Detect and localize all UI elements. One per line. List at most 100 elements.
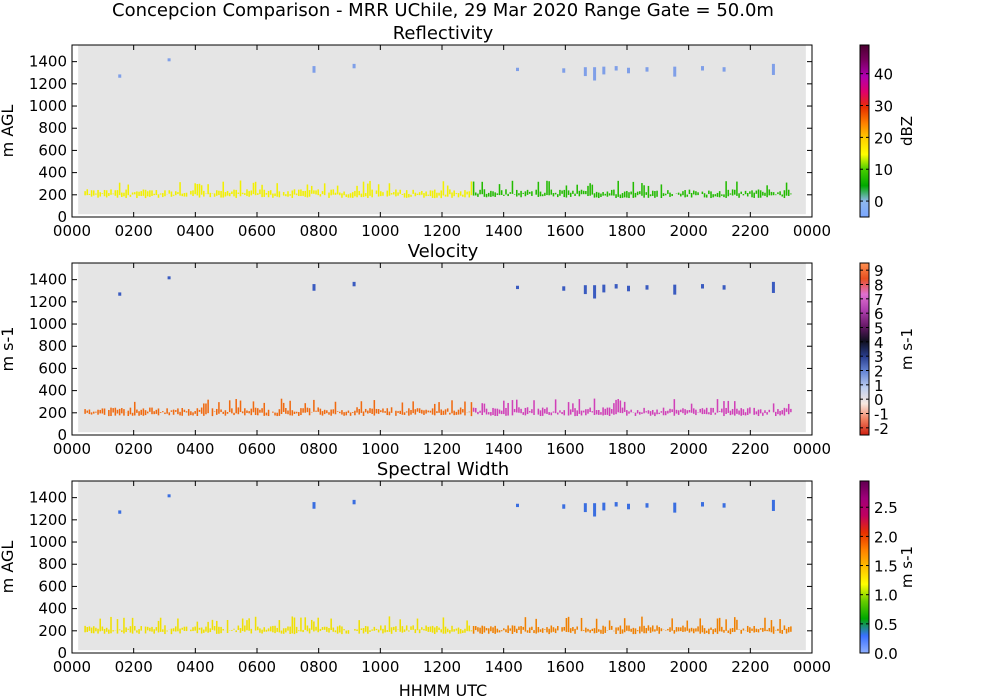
colorbar-tick-label: 1: [874, 377, 884, 395]
colorbar-tick-label: 0.5: [874, 616, 898, 634]
band-streak: [578, 190, 581, 197]
band-streak: [235, 189, 237, 198]
band-streak: [231, 408, 233, 414]
band-streak: [397, 411, 399, 413]
band-streak: [108, 629, 110, 634]
band-streak: [680, 627, 682, 632]
band-streak: [371, 408, 373, 414]
band-streak: [742, 409, 745, 416]
band-streak: [416, 193, 419, 195]
band-streak: [483, 189, 486, 197]
band-streak: [298, 412, 300, 416]
band-streak: [746, 193, 749, 197]
band-streak: [740, 191, 743, 194]
band-streak: [295, 193, 298, 196]
band-streak: [539, 629, 542, 632]
band-streak: [164, 190, 166, 197]
band-streak: [88, 193, 91, 195]
band-streak: [237, 625, 240, 630]
band-streak: [626, 190, 628, 198]
band-streak: [604, 193, 607, 196]
x-tick-label: 2200: [731, 658, 769, 676]
band-streak: [386, 408, 389, 416]
band-streak: [649, 411, 652, 416]
band-streak: [257, 626, 259, 631]
band-streak: [541, 628, 544, 633]
band-streak: [351, 412, 354, 414]
band-streak: [345, 630, 348, 634]
band-streak: [196, 408, 199, 417]
band-streak: [651, 409, 654, 415]
band-streak: [272, 193, 274, 198]
band-streak: [712, 194, 714, 198]
band-streak: [749, 627, 751, 634]
band-streak: [464, 628, 466, 633]
band-streak: [144, 626, 147, 634]
band-streak: [226, 412, 229, 414]
band-streak: [177, 192, 179, 195]
band-streak: [468, 411, 471, 413]
band-streak: [84, 625, 86, 633]
band-streak: [729, 193, 732, 195]
band-streak: [479, 410, 481, 413]
band-streak: [354, 190, 356, 197]
band-streak: [455, 193, 458, 195]
band-streak: [576, 410, 578, 416]
band-streak: [241, 411, 244, 414]
band-streak: [237, 192, 240, 194]
band-streak: [492, 191, 494, 197]
band-streak: [604, 408, 607, 415]
band-streak: [382, 628, 384, 634]
band-streak: [574, 408, 576, 417]
upper-echo: [562, 286, 566, 291]
band-streak: [546, 180, 548, 196]
band-streak: [453, 190, 455, 197]
band-streak: [533, 400, 535, 415]
band-streak: [550, 189, 553, 195]
panel-title: Reflectivity: [393, 23, 494, 44]
band-streak: [358, 620, 360, 634]
band-streak: [179, 411, 181, 416]
upper-echo: [673, 502, 677, 513]
band-streak: [168, 190, 171, 194]
y-tick-label: 800: [38, 555, 67, 573]
x-tick-label: 0200: [115, 440, 153, 458]
band-streak: [593, 628, 596, 634]
band-streak: [585, 191, 587, 195]
band-streak: [321, 191, 324, 195]
band-streak: [203, 629, 205, 633]
band-streak: [274, 625, 276, 634]
band-streak: [725, 407, 727, 415]
band-streak: [138, 629, 140, 634]
band-streak: [136, 191, 138, 199]
band-streak: [580, 189, 583, 195]
band-streak: [649, 627, 652, 633]
band-streak: [602, 625, 604, 634]
band-streak: [451, 192, 453, 198]
band-streak: [129, 626, 132, 633]
band-streak: [440, 409, 442, 416]
band-streak: [172, 194, 175, 196]
colorbar-tick-label: 0: [874, 391, 884, 409]
band-streak: [651, 625, 654, 632]
band-streak: [97, 409, 99, 415]
band-streak: [218, 190, 220, 196]
band-streak: [99, 192, 101, 197]
x-tick-label: 0800: [300, 440, 338, 458]
band-streak: [559, 189, 561, 196]
x-tick-label: 1800: [608, 658, 646, 676]
band-streak: [725, 619, 727, 631]
band-streak: [345, 411, 348, 416]
band-streak: [660, 628, 663, 632]
band-streak: [742, 193, 745, 196]
band-streak: [680, 409, 682, 413]
band-streak: [783, 190, 786, 199]
band-streak: [537, 181, 540, 197]
band-streak: [203, 190, 205, 197]
band-streak: [118, 629, 121, 631]
band-streak: [759, 190, 762, 198]
band-streak: [723, 629, 725, 633]
y-axis-label: m AGL: [0, 541, 17, 594]
band-streak: [323, 409, 326, 415]
band-streak: [321, 411, 324, 416]
